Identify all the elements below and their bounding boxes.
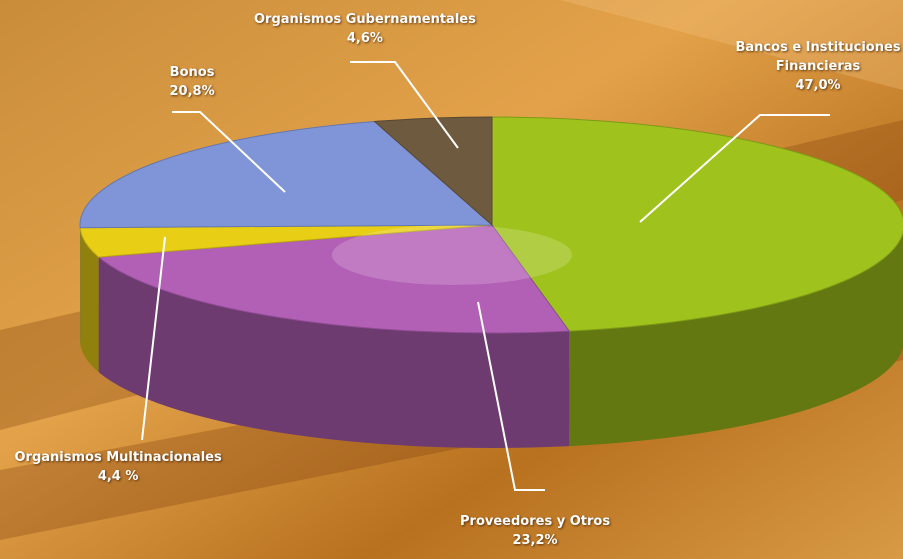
slice-value-label: 4,6% — [346, 31, 383, 46]
slice-value-label: 4,4 % — [97, 469, 139, 484]
leader-line — [141, 236, 166, 441]
pie-slice — [491, 116, 903, 332]
leader-line — [172, 111, 286, 193]
slice-value-label: 20,8% — [169, 84, 215, 99]
leader-line — [639, 114, 830, 223]
slice-value-label: 47,0% — [795, 78, 841, 93]
slice-label: Organismos Gubernamentales 4,6% — [254, 10, 476, 48]
slice-label-name: Bancos e Instituciones — [735, 40, 901, 55]
pie-slice-side — [80, 227, 99, 373]
slice-label: Proveedores y Otros 23,2% — [460, 512, 610, 550]
pie-slice — [373, 116, 493, 227]
leader-line — [350, 61, 459, 149]
slice-label: Bonos 20,8% — [170, 63, 215, 101]
pie-slice — [97, 224, 571, 334]
pie-slice-side — [98, 257, 570, 449]
slice-value-label: 23,2% — [512, 533, 558, 548]
slice-label: Organismos Multinacionales 4,4 % — [15, 448, 222, 486]
slice-label-name: Organismos Gubernamentales — [254, 12, 476, 27]
pie-slice — [79, 120, 494, 229]
pie-slice-side — [569, 232, 903, 447]
slice-label-name: Bonos — [169, 65, 215, 80]
slice-label-name: Proveedores y Otros — [460, 514, 611, 529]
slice-label-name: Financieras — [775, 59, 861, 74]
leader-line — [477, 301, 545, 491]
pie-highlight — [332, 225, 572, 285]
slice-label-name: Organismos Multinacionales — [14, 450, 222, 465]
slice-label: Bancos e Instituciones Financieras 47,0% — [736, 38, 901, 95]
